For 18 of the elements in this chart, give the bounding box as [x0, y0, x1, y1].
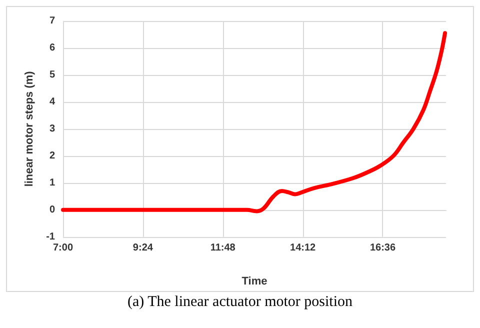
- y-tick-label: 4: [49, 96, 56, 108]
- y-tick-label: 1: [49, 177, 56, 188]
- y-tick-label: 6: [49, 42, 56, 54]
- x-tick-label: 7:00: [52, 242, 74, 254]
- y-tick-label: 2: [49, 150, 56, 162]
- y-tick-label: 5: [49, 69, 56, 80]
- y-tick-label: 0: [49, 204, 56, 216]
- x-axis-title: Time: [242, 276, 268, 288]
- line-series: [61, 31, 447, 214]
- y-axis-title: linear motor steps (m): [24, 70, 36, 187]
- x-tick-label: 14:12: [290, 242, 316, 254]
- x-tick-label: 9:24: [132, 242, 154, 254]
- text: (a) The linear actuator motor position: [126, 294, 354, 311]
- y-tick-label: -1: [46, 231, 56, 242]
- y-tick-label: 7: [49, 16, 56, 26]
- x-tick-label: 16:36: [370, 242, 396, 254]
- x-tick-label: 11:48: [210, 242, 236, 254]
- y-tick-label: 3: [49, 123, 56, 134]
